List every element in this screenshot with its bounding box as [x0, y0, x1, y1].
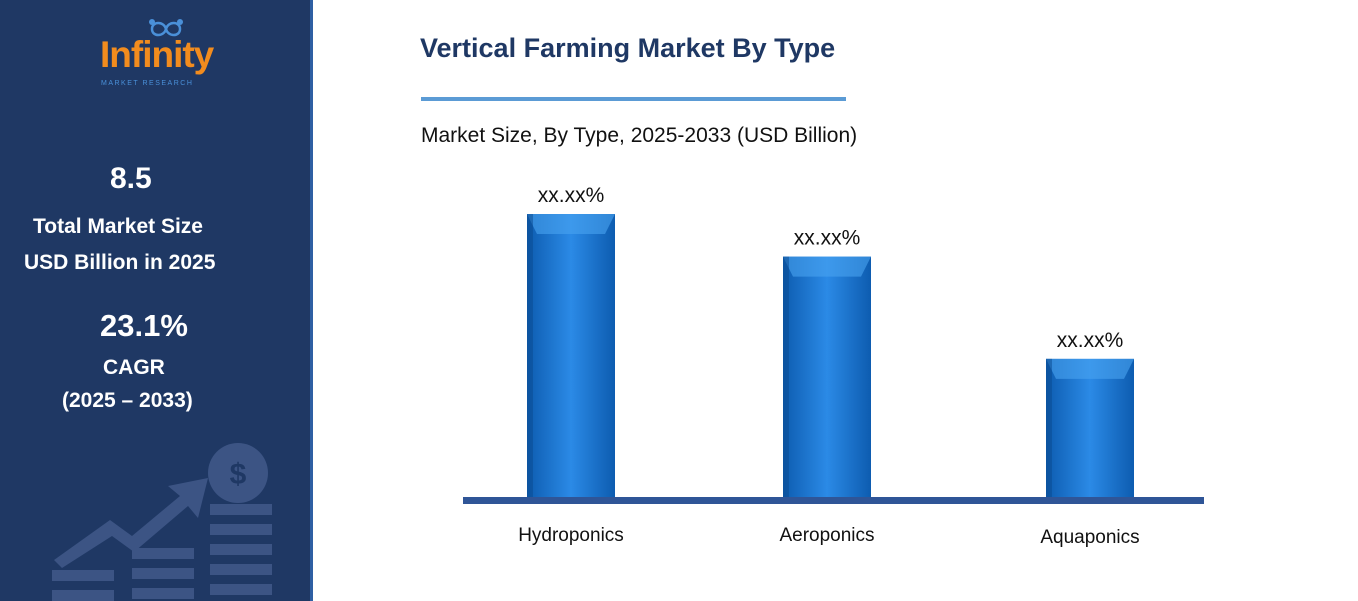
data-label: xx.xx%: [538, 184, 605, 207]
bar-hydroponics: [527, 214, 615, 498]
logo-infinity-icon: [149, 19, 183, 37]
x-axis-baseline: [463, 497, 1204, 504]
company-logo: Infinity MARKET RESEARCH: [96, 18, 236, 92]
summary-sidebar: Infinity MARKET RESEARCH 8.5 Total Marke…: [0, 0, 313, 601]
category-label: Hydroponics: [518, 525, 624, 546]
growth-chart-dollar-icon: $: [52, 443, 272, 601]
data-label: xx.xx%: [1057, 329, 1124, 352]
logo-subtext: MARKET RESEARCH: [101, 80, 194, 87]
bar-aquaponics: [1046, 358, 1134, 498]
cagr-label: CAGR: [103, 356, 165, 379]
cagr-value: 23.1%: [100, 308, 188, 343]
bar-aeroponics: [783, 256, 871, 498]
market-size-unit: USD Billion in 2025: [24, 251, 216, 274]
category-label: Aeroponics: [779, 525, 874, 546]
data-label: xx.xx%: [794, 227, 861, 250]
cagr-period: (2025 – 2033): [62, 389, 193, 412]
market-size-label: Total Market Size: [33, 215, 203, 238]
logo-wordmark: Infinity: [100, 34, 214, 75]
svg-text:$: $: [230, 458, 247, 491]
chart-subtitle: Market Size, By Type, 2025-2033 (USD Bil…: [421, 124, 858, 147]
title-underline: [421, 97, 846, 101]
market-size-value: 8.5: [110, 162, 152, 195]
category-label: Aquaponics: [1040, 527, 1139, 548]
chart-title: Vertical Farming Market By Type: [420, 33, 836, 63]
